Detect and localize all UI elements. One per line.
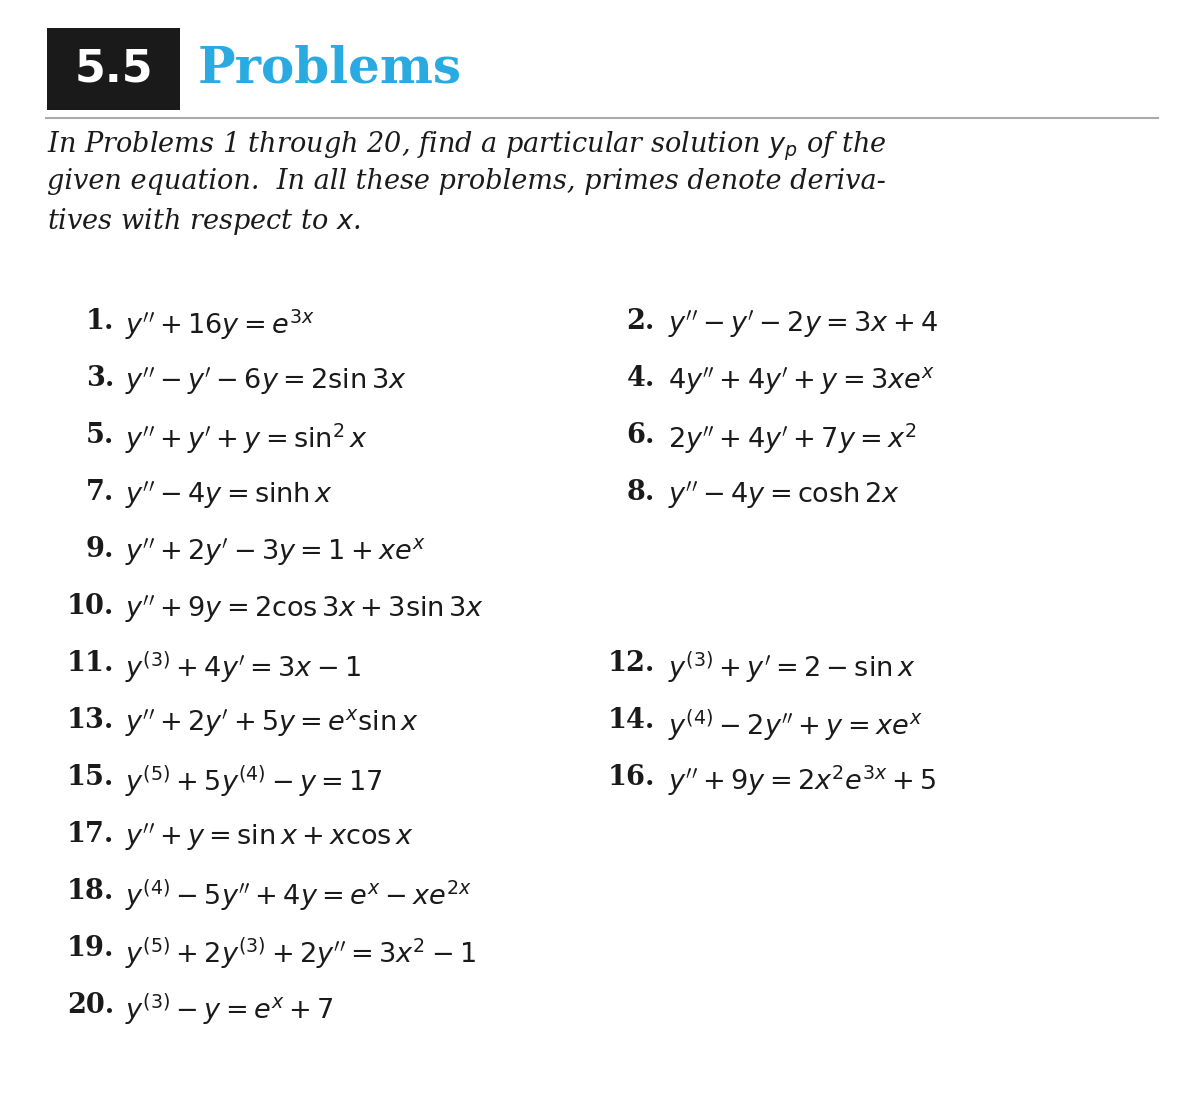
Text: 12.: 12. bbox=[607, 650, 655, 677]
FancyBboxPatch shape bbox=[47, 28, 180, 110]
Text: $y'' + 16y = e^{3x}$: $y'' + 16y = e^{3x}$ bbox=[125, 308, 314, 342]
Text: $y'' + 2y' - 3y = 1 + xe^x$: $y'' + 2y' - 3y = 1 + xe^x$ bbox=[125, 536, 426, 568]
Text: 19.: 19. bbox=[66, 935, 114, 962]
Text: tives with respect to $x$.: tives with respect to $x$. bbox=[47, 205, 360, 237]
Text: given equation.  In all these problems, primes denote deriva-: given equation. In all these problems, p… bbox=[47, 168, 886, 195]
Text: 11.: 11. bbox=[66, 650, 114, 677]
Text: 7.: 7. bbox=[85, 479, 114, 506]
Text: $y^{(3)} + 4y' = 3x - 1$: $y^{(3)} + 4y' = 3x - 1$ bbox=[125, 650, 361, 686]
Text: In Problems 1 through 20, find a particular solution $y_p$ of the: In Problems 1 through 20, find a particu… bbox=[47, 130, 887, 163]
Text: 16.: 16. bbox=[607, 764, 655, 791]
Text: 14.: 14. bbox=[607, 707, 655, 734]
Text: 9.: 9. bbox=[85, 536, 114, 563]
Text: $y'' - 4y = \cosh 2x$: $y'' - 4y = \cosh 2x$ bbox=[668, 479, 900, 512]
Text: 15.: 15. bbox=[67, 764, 114, 791]
Text: 1.: 1. bbox=[85, 308, 114, 334]
Text: $y'' - 4y = \sinh x$: $y'' - 4y = \sinh x$ bbox=[125, 479, 332, 512]
Text: 18.: 18. bbox=[67, 878, 114, 905]
Text: $y'' + 9y = 2\cos 3x + 3\sin 3x$: $y'' + 9y = 2\cos 3x + 3\sin 3x$ bbox=[125, 593, 484, 625]
Text: 10.: 10. bbox=[67, 593, 114, 620]
Text: $y^{(3)} + y' = 2 - \sin x$: $y^{(3)} + y' = 2 - \sin x$ bbox=[668, 650, 916, 686]
Text: $y^{(4)} - 2y'' + y = xe^x$: $y^{(4)} - 2y'' + y = xe^x$ bbox=[668, 707, 923, 743]
Text: Problems: Problems bbox=[198, 45, 462, 94]
Text: $y^{(3)} - y = e^x + 7$: $y^{(3)} - y = e^x + 7$ bbox=[125, 992, 334, 1029]
Text: 5.: 5. bbox=[85, 422, 114, 449]
Text: $y^{(5)} + 5y^{(4)} - y = 17$: $y^{(5)} + 5y^{(4)} - y = 17$ bbox=[125, 764, 383, 800]
Text: $y'' + y = \sin x + x\cos x$: $y'' + y = \sin x + x\cos x$ bbox=[125, 821, 414, 853]
Text: 6.: 6. bbox=[626, 422, 655, 449]
Text: 5.5: 5.5 bbox=[74, 47, 152, 91]
Text: 13.: 13. bbox=[67, 707, 114, 734]
Text: 20.: 20. bbox=[67, 992, 114, 1019]
Text: $y'' + y' + y = \sin^2 x$: $y'' + y' + y = \sin^2 x$ bbox=[125, 422, 368, 457]
Text: $y'' - y' - 2y = 3x + 4$: $y'' - y' - 2y = 3x + 4$ bbox=[668, 308, 938, 340]
Text: 3.: 3. bbox=[85, 365, 114, 392]
Text: $y'' - y' - 6y = 2\sin 3x$: $y'' - y' - 6y = 2\sin 3x$ bbox=[125, 365, 407, 397]
Text: $y^{(5)} + 2y^{(3)} + 2y'' = 3x^2 - 1$: $y^{(5)} + 2y^{(3)} + 2y'' = 3x^2 - 1$ bbox=[125, 935, 475, 972]
Text: $2y'' + 4y' + 7y = x^2$: $2y'' + 4y' + 7y = x^2$ bbox=[668, 422, 917, 457]
Text: $4y'' + 4y' + y = 3xe^x$: $4y'' + 4y' + y = 3xe^x$ bbox=[668, 365, 935, 397]
Text: $y'' + 2y' + 5y = e^x \sin x$: $y'' + 2y' + 5y = e^x \sin x$ bbox=[125, 707, 419, 739]
Text: 17.: 17. bbox=[67, 821, 114, 848]
Text: 2.: 2. bbox=[626, 308, 655, 334]
Text: 8.: 8. bbox=[626, 479, 655, 506]
Text: $y^{(4)} - 5y'' + 4y = e^x - xe^{2x}$: $y^{(4)} - 5y'' + 4y = e^x - xe^{2x}$ bbox=[125, 878, 472, 915]
Text: 4.: 4. bbox=[626, 365, 655, 392]
Text: $y'' + 9y = 2x^2 e^{3x} + 5$: $y'' + 9y = 2x^2 e^{3x} + 5$ bbox=[668, 764, 936, 799]
